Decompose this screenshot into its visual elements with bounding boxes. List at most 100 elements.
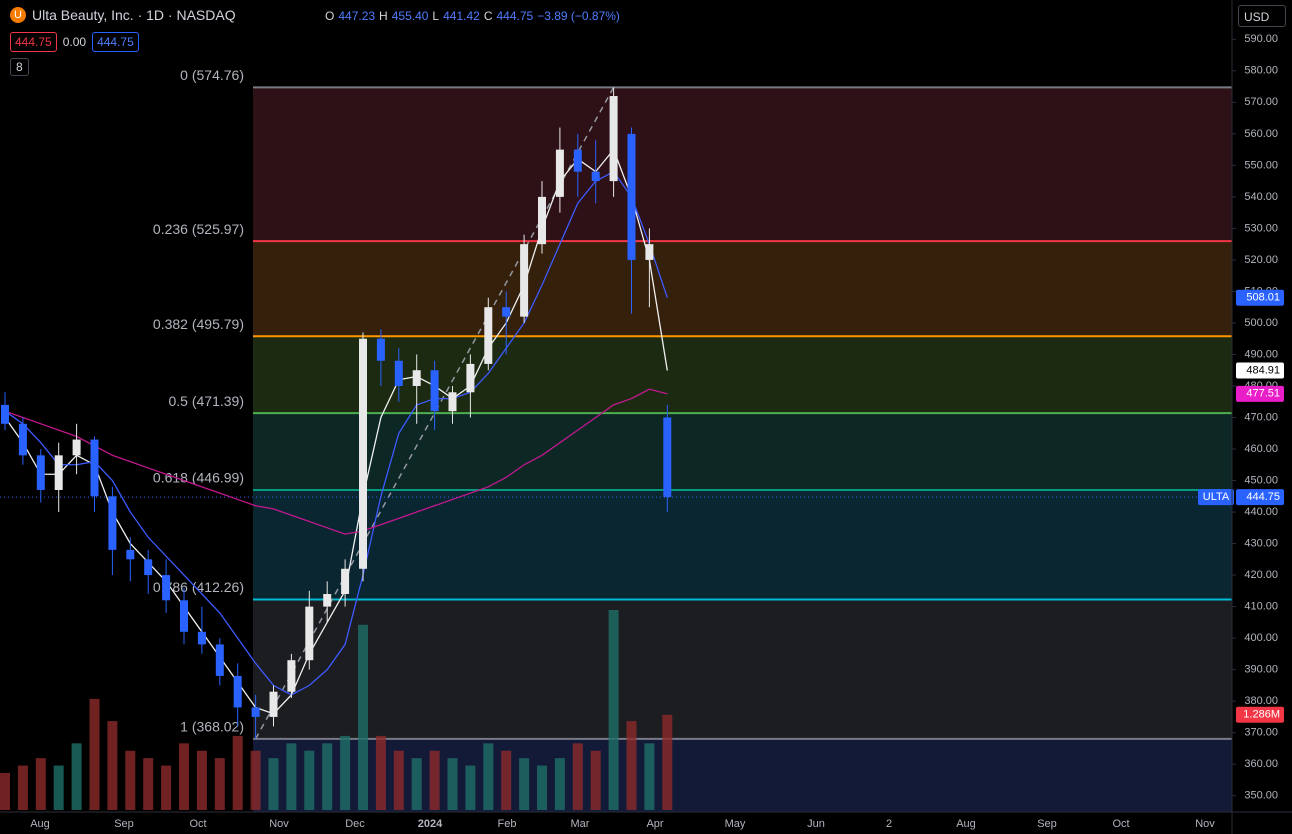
- ma-badge-text: 508.01: [1246, 292, 1280, 304]
- y-tick-label: 560.00: [1244, 128, 1278, 140]
- change: −3.89 (−0.87%): [537, 9, 620, 23]
- candle-body: [466, 363, 475, 393]
- y-tick-label: 350.00: [1244, 790, 1278, 802]
- y-tick-label: 500.00: [1244, 317, 1278, 329]
- fib-band: [253, 490, 1232, 600]
- candle-body: [627, 133, 636, 260]
- y-tick-label: 530.00: [1244, 222, 1278, 234]
- candle-body: [484, 307, 493, 364]
- volume-bar: [375, 735, 386, 810]
- candle-body: [359, 338, 367, 569]
- h-label: H: [379, 9, 388, 23]
- candle-body: [215, 644, 224, 676]
- candle-body: [233, 675, 242, 708]
- fib-band: [253, 599, 1232, 739]
- volume-bar: [429, 750, 440, 810]
- candle-body: [162, 575, 171, 601]
- volume-bar: [572, 743, 583, 810]
- x-tick-label: May: [725, 818, 746, 830]
- x-tick-label: Oct: [189, 818, 206, 830]
- volume-bar: [447, 758, 458, 810]
- moving-average: [4, 170, 668, 696]
- x-tick-label: 2: [886, 818, 892, 830]
- ma-badge: 477.51: [1236, 385, 1284, 402]
- ma-badge-text: 477.51: [1246, 388, 1280, 400]
- volume-bar: [89, 698, 100, 810]
- ma-badge: 508.01: [1236, 289, 1284, 306]
- fib-band: [253, 413, 1232, 491]
- ma-badge-text: 484.91: [1246, 364, 1280, 376]
- y-tick-label: 370.00: [1244, 727, 1278, 739]
- candle-body: [520, 244, 529, 317]
- candle-body: [555, 149, 564, 197]
- fib-label: 0.618 (446.99): [153, 470, 244, 486]
- volume-bar: [53, 765, 64, 810]
- bid[interactable]: 444.75: [10, 32, 57, 52]
- volume-bar: [590, 750, 601, 810]
- candle-body: [36, 455, 45, 490]
- indicator-count[interactable]: 8: [10, 58, 29, 76]
- volume-bar: [340, 735, 351, 810]
- volume-bar: [411, 758, 422, 810]
- fib-label: 0 (574.76): [180, 67, 244, 83]
- x-tick-label: Apr: [646, 818, 663, 830]
- y-tick-label: 380.00: [1244, 695, 1278, 707]
- y-tick-label: 520.00: [1244, 254, 1278, 266]
- symbol-title[interactable]: Ulta Beauty, Inc. · 1D · NASDAQ: [32, 7, 236, 23]
- y-tick-label: 390.00: [1244, 664, 1278, 676]
- volume-bar: [161, 765, 172, 810]
- x-tick-label: Nov: [1195, 818, 1215, 830]
- y-tick-label: 550.00: [1244, 159, 1278, 171]
- candle-body: [305, 606, 314, 661]
- volume-bar: [519, 758, 530, 810]
- price-badge-bg: [1236, 489, 1284, 506]
- volume-bar: [304, 750, 315, 810]
- candle-body: [108, 496, 117, 550]
- currency-select[interactable]: USD: [1238, 5, 1286, 27]
- y-tick-label: 590.00: [1244, 33, 1278, 45]
- volume-bar: [214, 758, 225, 810]
- volume-bar: [626, 721, 637, 810]
- candle-body: [538, 196, 546, 245]
- h-value: 455.40: [391, 9, 429, 23]
- y-tick-label: 470.00: [1244, 411, 1278, 423]
- volume-bar: [644, 743, 655, 810]
- fib-band: [253, 87, 1232, 242]
- fib-label: 0.236 (525.97): [153, 221, 244, 237]
- volume-bar: [537, 765, 547, 810]
- volume-bar: [0, 772, 10, 810]
- candle-body: [269, 691, 278, 717]
- c-value: 444.75: [496, 9, 534, 23]
- o-label: O: [325, 9, 335, 23]
- y-tick-label: 450.00: [1244, 474, 1278, 486]
- volume-bar: [71, 743, 82, 810]
- volume-bar: [662, 714, 673, 810]
- candle-body: [502, 307, 511, 317]
- x-tick-label: Jun: [807, 818, 825, 830]
- x-tick-label: 2024: [418, 818, 443, 830]
- y-tick-label: 420.00: [1244, 569, 1278, 581]
- fib-label: 0.5 (471.39): [169, 393, 245, 409]
- y-tick-label: 430.00: [1244, 537, 1278, 549]
- price-badge-text: 444.75: [1246, 491, 1280, 503]
- symbol-badge: [1198, 489, 1234, 506]
- volume-bar: [179, 743, 189, 810]
- candle-body: [197, 631, 206, 645]
- c-label: C: [483, 9, 493, 23]
- ma-badge-bg: [1236, 362, 1284, 379]
- ma-badge: 484.91: [1236, 362, 1284, 379]
- candle-body: [1, 404, 9, 424]
- volume-bar: [483, 743, 494, 810]
- ma-badge-bg: [1236, 289, 1284, 306]
- l-value: 441.42: [443, 9, 480, 23]
- y-tick-label: 460.00: [1244, 443, 1278, 455]
- ask[interactable]: 444.75: [92, 32, 139, 52]
- candle-body: [573, 149, 582, 172]
- x-tick-label: Dec: [345, 818, 365, 830]
- ohlc-legend: O 447.23 H 455.40 L 441.42 C 444.75 −3.89 (−…: [325, 9, 620, 23]
- candle-body: [126, 549, 135, 560]
- fib-label: 0.382 (495.79): [153, 316, 244, 332]
- y-tick-label: 410.00: [1244, 601, 1278, 613]
- volume-bar: [268, 758, 279, 810]
- y-tick-label: 540.00: [1244, 191, 1278, 203]
